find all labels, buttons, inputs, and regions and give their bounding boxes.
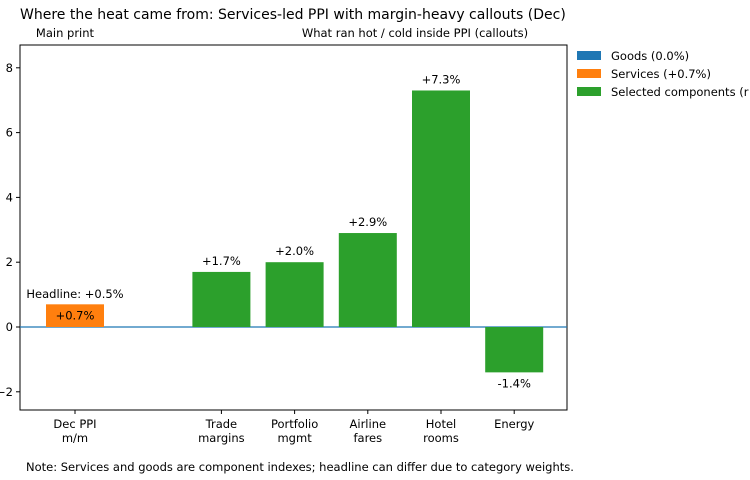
x-tick-label-1-1: margins bbox=[198, 431, 245, 445]
y-tick-label-2: 2 bbox=[6, 255, 13, 269]
legend-swatch-0 bbox=[577, 51, 601, 60]
legend-swatch-2 bbox=[577, 87, 601, 96]
legend: Goods (0.0%) Services (+0.7%) Selected com… bbox=[577, 49, 749, 99]
plot-area bbox=[19, 44, 568, 411]
chart-title: Where the heat came from: Services-led P… bbox=[20, 7, 566, 23]
data-label-5: -1.4% bbox=[498, 376, 531, 390]
bar-3 bbox=[338, 233, 397, 327]
bars-layer bbox=[46, 90, 544, 373]
x-tick-label-4-1: rooms bbox=[423, 431, 459, 445]
y-axis: −2 0 2 4 6 8 bbox=[0, 61, 20, 399]
y-tick-label-3: 4 bbox=[6, 190, 13, 204]
panel-label-right: What ran hot / cold inside PPI (callouts… bbox=[302, 26, 528, 40]
y-tick-label-1: 0 bbox=[6, 320, 13, 334]
x-tick-label-4-0: Hotel bbox=[426, 417, 456, 431]
chart-note: Note: Services and goods are component i… bbox=[26, 460, 574, 474]
data-label-1: +1.7% bbox=[202, 254, 241, 268]
data-label-0: +0.7% bbox=[56, 309, 95, 323]
x-tick-label-1-0: Trade bbox=[205, 417, 238, 431]
x-tick-label-0-0: Dec PPI bbox=[53, 417, 96, 431]
x-tick-label-3-0: Airline bbox=[350, 417, 387, 431]
y-tick-label-5: 8 bbox=[6, 61, 13, 75]
x-tick-label-5-0: Energy bbox=[494, 417, 534, 431]
bar-5 bbox=[485, 327, 544, 373]
x-tick-label-0-1: m/m bbox=[62, 431, 88, 445]
x-tick-label-3-1: fares bbox=[353, 431, 382, 445]
legend-swatch-1 bbox=[577, 69, 601, 78]
data-label-4: +7.3% bbox=[422, 73, 461, 87]
y-tick-label-4: 6 bbox=[6, 126, 13, 140]
x-tick-label-2-1: mgmt bbox=[277, 431, 312, 445]
y-tick-label-0: −2 bbox=[0, 385, 13, 399]
plot-frame bbox=[19, 44, 568, 411]
bar-4 bbox=[412, 90, 470, 327]
bar-2 bbox=[265, 262, 324, 327]
panel-label-left: Main print bbox=[36, 26, 95, 40]
legend-label-1: Services (+0.7%) bbox=[611, 67, 711, 81]
bar-0 bbox=[46, 304, 104, 327]
legend-label-0: Goods (0.0%) bbox=[611, 49, 689, 63]
bar-1 bbox=[192, 271, 251, 327]
legend-label-2: Selected components (r bbox=[611, 85, 749, 99]
data-label-3: +2.9% bbox=[348, 215, 387, 229]
headline-label: Headline: +0.5% bbox=[26, 287, 123, 301]
data-labels-layer: +0.7% +1.7% +2.0% +2.9% +7.3% -1.4% bbox=[56, 73, 531, 391]
x-tick-label-2-0: Portfolio bbox=[271, 417, 318, 431]
data-label-2: +2.0% bbox=[275, 244, 314, 258]
